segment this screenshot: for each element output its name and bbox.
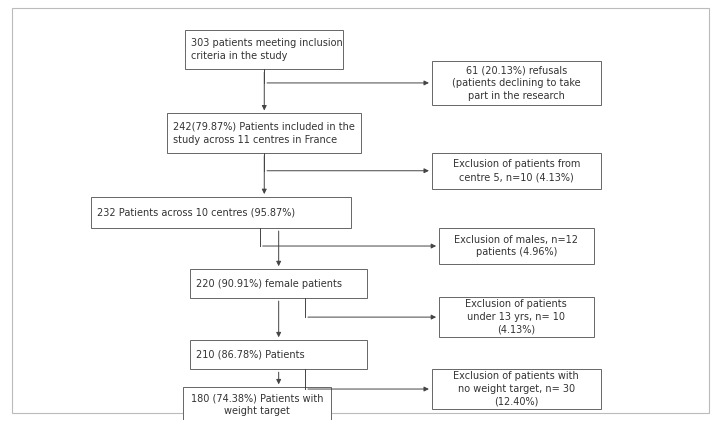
Text: Exclusion of patients
under 13 yrs, n= 10
(4.13%): Exclusion of patients under 13 yrs, n= 1… (466, 299, 568, 335)
FancyBboxPatch shape (167, 113, 362, 153)
FancyBboxPatch shape (91, 197, 351, 228)
Text: 220 (90.91%) female patients: 220 (90.91%) female patients (196, 279, 342, 289)
Text: Exclusion of males, n=12
patients (4.96%): Exclusion of males, n=12 patients (4.96%… (454, 234, 578, 257)
Text: Exclusion of patients with
no weight target, n= 30
(12.40%): Exclusion of patients with no weight tar… (453, 371, 579, 407)
FancyBboxPatch shape (439, 297, 594, 337)
FancyBboxPatch shape (190, 269, 367, 298)
Text: Exclusion of patients from
centre 5, n=10 (4.13%): Exclusion of patients from centre 5, n=1… (453, 159, 580, 182)
Text: 61 (20.13%) refusals
(patients declining to take
part in the research: 61 (20.13%) refusals (patients declining… (452, 65, 581, 101)
FancyBboxPatch shape (432, 369, 601, 409)
Text: 180 (74.38%) Patients with
weight target: 180 (74.38%) Patients with weight target (191, 394, 323, 416)
FancyBboxPatch shape (183, 387, 331, 421)
FancyBboxPatch shape (185, 29, 343, 69)
FancyBboxPatch shape (190, 340, 367, 369)
Text: 303 patients meeting inclusion
criteria in the study: 303 patients meeting inclusion criteria … (191, 38, 343, 61)
FancyBboxPatch shape (432, 61, 601, 105)
FancyBboxPatch shape (432, 153, 601, 189)
FancyBboxPatch shape (439, 228, 594, 264)
Text: 232 Patients across 10 centres (95.87%): 232 Patients across 10 centres (95.87%) (97, 208, 295, 218)
Text: 242(79.87%) Patients included in the
study across 11 centres in France: 242(79.87%) Patients included in the stu… (173, 122, 355, 144)
Text: 210 (86.78%) Patients: 210 (86.78%) Patients (196, 350, 305, 360)
